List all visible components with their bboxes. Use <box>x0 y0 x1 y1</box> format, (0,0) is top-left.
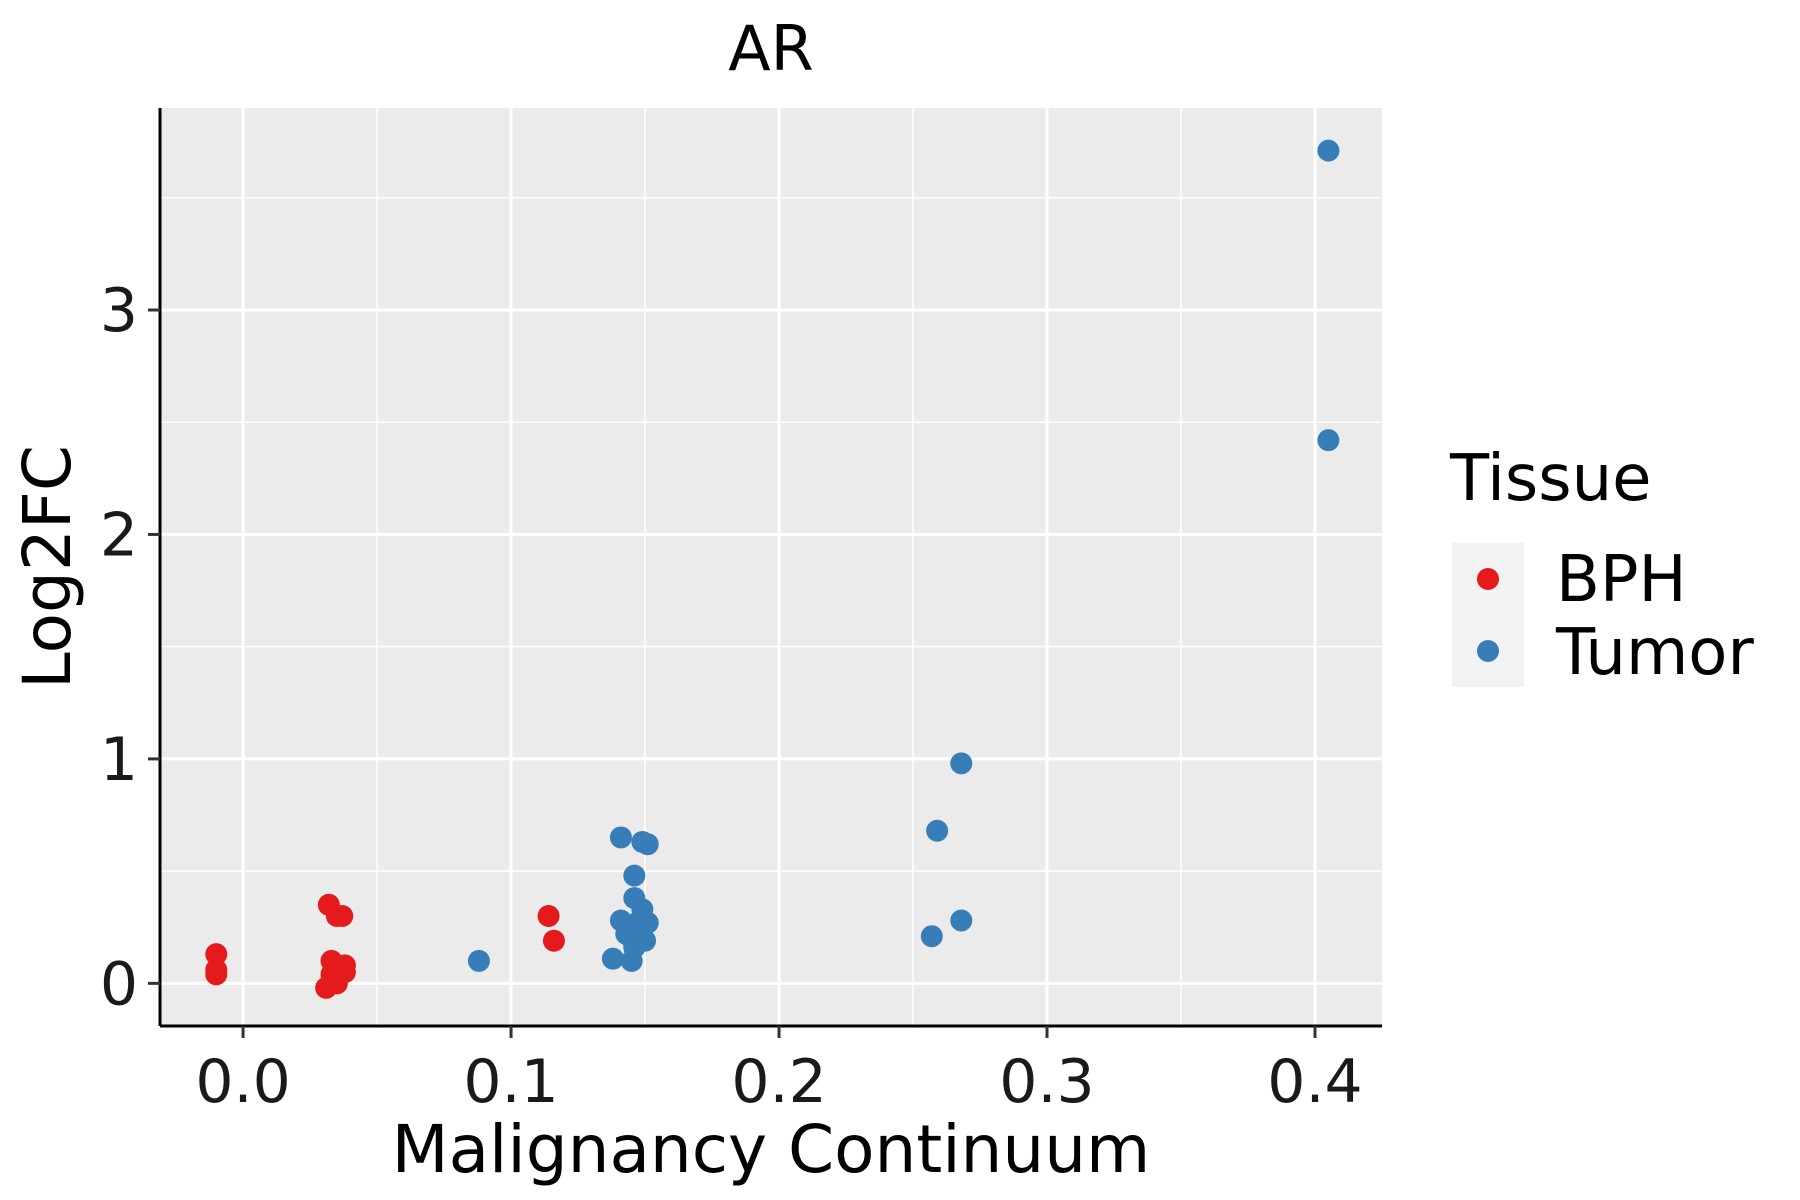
x-axis-ticks: 0.0 0.1 0.2 0.3 0.4 <box>195 1026 1363 1117</box>
x-tick-label: 0.2 <box>731 1047 826 1117</box>
point-tumor <box>636 833 659 856</box>
plot-panel <box>160 108 1382 1026</box>
legend-tumor-marker <box>1477 640 1499 662</box>
y-axis-title: Log2FC <box>9 445 86 689</box>
point-tumor <box>950 909 973 932</box>
point-bph <box>542 929 565 952</box>
point-bph <box>331 905 354 928</box>
major-gridlines <box>160 108 1382 1026</box>
data-points <box>205 139 1340 999</box>
x-tick-label: 0.4 <box>1267 1047 1362 1117</box>
legend: Tissue BPH Tumor <box>1449 442 1754 690</box>
minor-gridlines <box>160 108 1382 1026</box>
legend-key-background <box>1452 543 1524 687</box>
legend-title: Tissue <box>1449 442 1652 516</box>
point-tumor <box>926 819 949 842</box>
x-tick-label: 0.0 <box>195 1047 290 1117</box>
y-tick-label: 1 <box>100 725 138 795</box>
point-tumor <box>623 864 646 887</box>
point-tumor <box>920 925 943 948</box>
x-tick-label: 0.3 <box>999 1047 1094 1117</box>
point-tumor <box>601 947 624 970</box>
x-axis-title: Malignancy Continuum <box>392 1111 1151 1188</box>
point-tumor <box>620 949 643 972</box>
point-tumor <box>609 826 632 849</box>
point-bph <box>205 963 228 986</box>
point-bph <box>205 943 228 966</box>
legend-label-bph: BPH <box>1556 543 1687 617</box>
point-tumor <box>467 949 490 972</box>
x-tick-label: 0.1 <box>463 1047 558 1117</box>
point-bph <box>323 965 346 988</box>
point-bph <box>537 905 560 928</box>
y-tick-label: 2 <box>100 500 138 570</box>
point-tumor <box>1317 429 1340 452</box>
y-tick-label: 0 <box>100 949 138 1019</box>
legend-label-tumor: Tumor <box>1555 616 1754 690</box>
y-axis-ticks: 0 1 2 3 <box>100 276 160 1019</box>
legend-bph-marker <box>1477 568 1499 590</box>
point-tumor <box>950 752 973 775</box>
chart-title: AR <box>728 12 814 85</box>
y-tick-label: 3 <box>100 276 138 346</box>
point-tumor <box>636 911 659 934</box>
point-tumor <box>1317 139 1340 162</box>
